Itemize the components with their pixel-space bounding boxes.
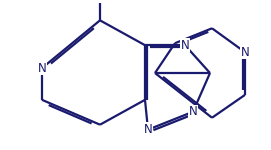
Text: N: N (189, 105, 197, 118)
Text: N: N (181, 39, 189, 52)
Text: N: N (144, 123, 152, 136)
Text: N: N (38, 61, 46, 75)
Text: N: N (241, 46, 249, 59)
